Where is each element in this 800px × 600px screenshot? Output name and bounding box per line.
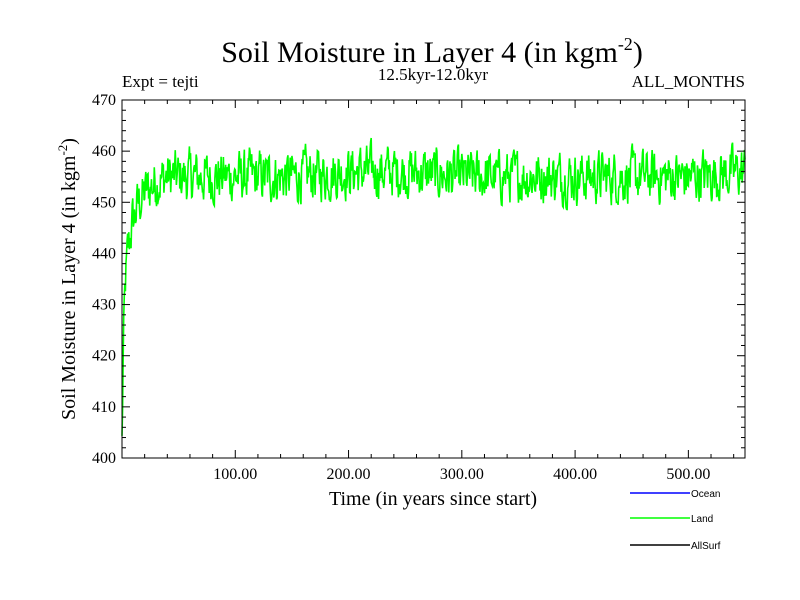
- legend-label-ocean: Ocean: [691, 489, 720, 500]
- x-tick-label: 400.00: [553, 466, 597, 483]
- legend-label-land: Land: [691, 514, 713, 525]
- period-label: 12.5kyr-12.0kyr: [378, 65, 488, 84]
- x-axis: 100.00 200.00 300.00 400.00 500.00: [144, 100, 735, 483]
- plot-frame: [121, 99, 746, 459]
- plot-series: [121, 137, 746, 436]
- x-axis-title: Time (in years since start): [329, 488, 537, 510]
- y-tick-label: 460: [92, 143, 116, 160]
- y-tick-label: 450: [92, 194, 116, 211]
- x-tick-label: 300.00: [440, 466, 484, 483]
- x-tick-label: 200.00: [327, 466, 371, 483]
- y-tick-label: 410: [92, 399, 116, 416]
- y-tick-label: 470: [92, 92, 116, 109]
- expt-label: Expt = tejti: [122, 72, 199, 91]
- y-axis-title: Soil Moisture in Layer 4 (in kgm-2): [55, 138, 80, 420]
- series-line-land: [121, 137, 746, 436]
- y-tick-label: 430: [92, 297, 116, 314]
- months-label: ALL_MONTHS: [632, 72, 745, 91]
- legend: Ocean Land AllSurf: [630, 489, 721, 552]
- y-tick-label: 420: [92, 348, 116, 365]
- chart-title: Soil Moisture in Layer 4 (in kgm-2): [221, 34, 643, 69]
- y-tick-label: 440: [92, 245, 116, 262]
- x-tick-label: 100.00: [213, 466, 257, 483]
- legend-label-allsurf: AllSurf: [691, 541, 721, 552]
- y-axis: 400 410 420 430 440 450 460 470: [92, 92, 745, 467]
- x-tick-label: 500.00: [666, 466, 710, 483]
- y-tick-label: 400: [92, 450, 116, 467]
